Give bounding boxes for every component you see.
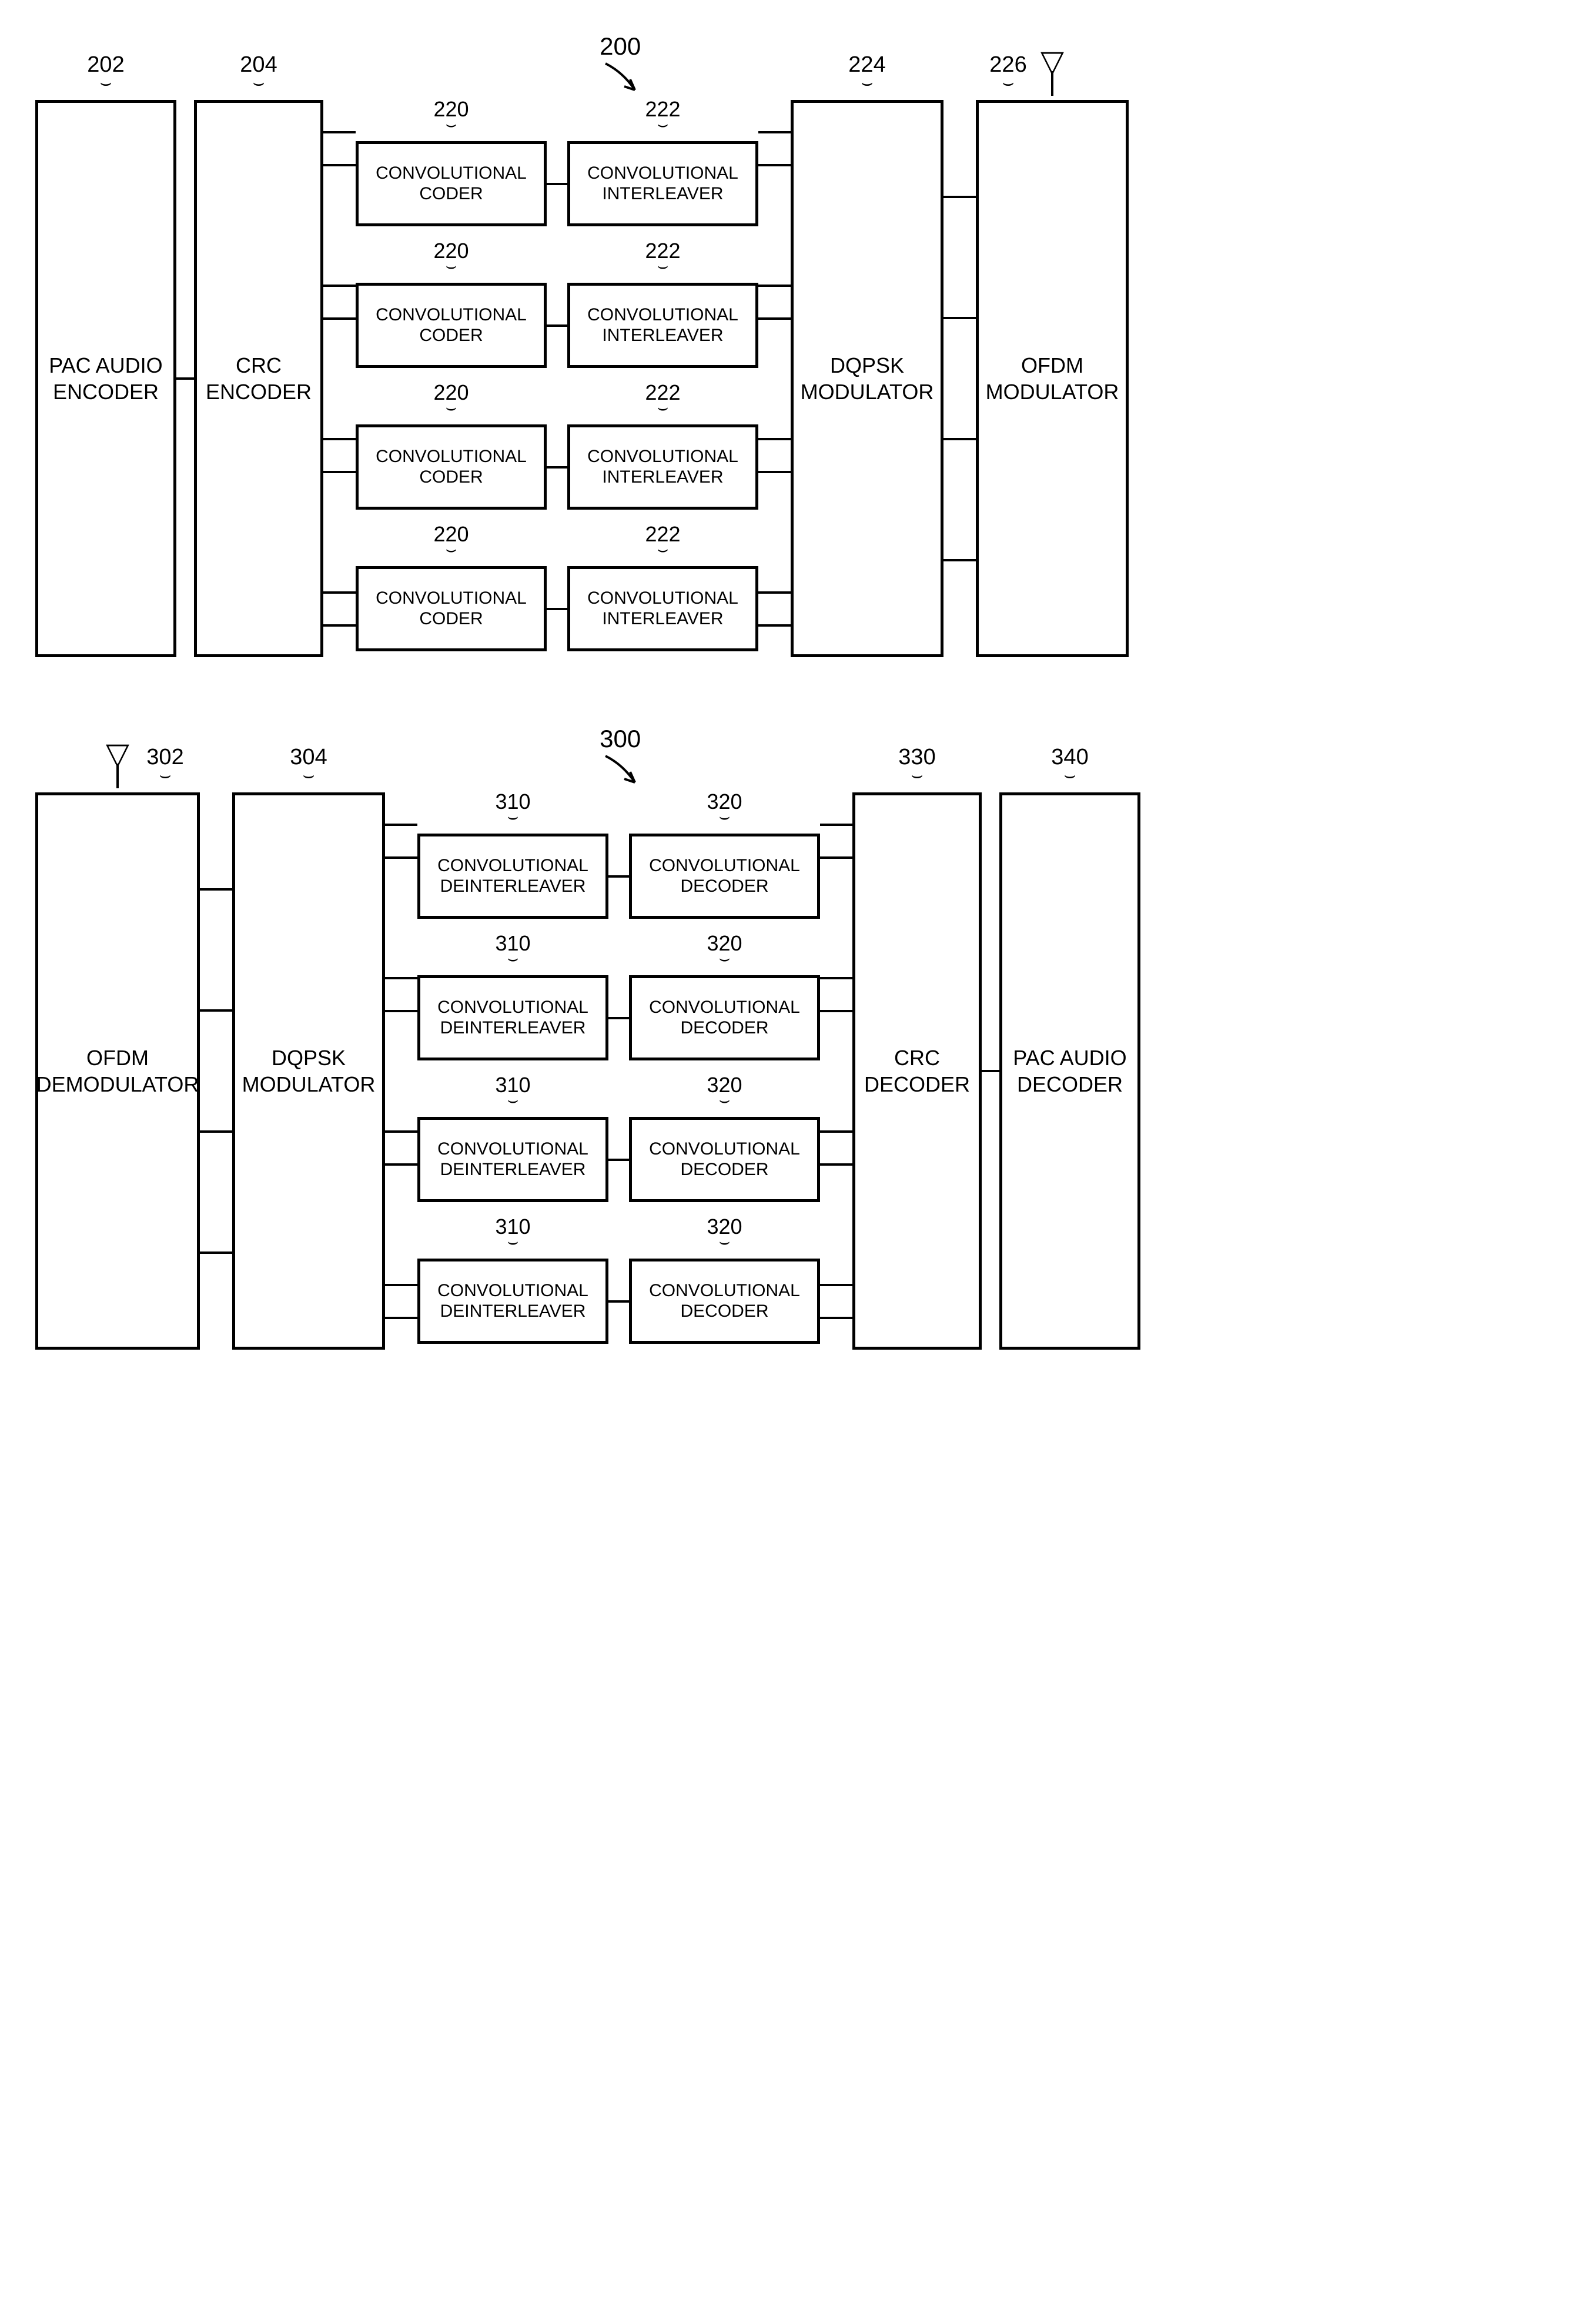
rx-figure: 300 ▽ 302⌣ OFDM DEMODULATOR 304⌣ DQ [35,728,1561,1350]
ref-label: 202⌣ [38,51,173,88]
ref-label: 340⌣ [1002,744,1137,781]
conv-decoder: 320⌣ CONVOLUTIONAL DECODER [629,1117,820,1202]
antenna-icon: ▽ [1040,50,1064,96]
conv-coder: 220⌣ CONVOLUTIONAL CODER [356,141,547,226]
conv-coder: 220⌣ CONVOLUTIONAL CODER [356,424,547,510]
conv-interleaver: 222⌣ CONVOLUTIONAL INTERLEAVER [567,566,758,651]
ref-label: 304⌣ [235,744,382,781]
fanout-left [323,100,356,657]
crc-decoder: 330⌣ CRC DECODER [852,792,982,1350]
pac-encoder: 202⌣ PAC AUDIO ENCODER [35,100,176,657]
conv-decoder: 320⌣ CONVOLUTIONAL DECODER [629,975,820,1060]
dqpsk-modulator: 224⌣ DQPSK MODULATOR [791,100,943,657]
ref-label: 204⌣ [197,51,320,88]
box-label: DQPSK MODULATOR [242,1045,376,1097]
ofdm-demodulator: ▽ 302⌣ OFDM DEMODULATOR [35,792,200,1350]
table-row: 310⌣ CONVOLUTIONAL DEINTERLEAVER 320⌣ CO… [417,1259,820,1344]
figure-number: 300 [600,725,641,752]
box-label: CRC DECODER [864,1045,970,1097]
conv-decoder: 320⌣ CONVOLUTIONAL DECODER [629,834,820,919]
dqpsk-demodulator: 304⌣ DQPSK MODULATOR [232,792,385,1350]
ref-label: 226⌣ [989,51,1026,88]
ref-label: 330⌣ [855,744,979,781]
table-row: 220⌣ CONVOLUTIONAL CODER 222⌣ CONVOLUTIO… [356,141,758,226]
conv-deinterleaver: 310⌣ CONVOLUTIONAL DEINTERLEAVER [417,834,608,919]
box-label: OFDM DEMODULATOR [36,1045,199,1097]
connector [176,377,194,380]
box-label: CRC ENCODER [206,352,312,405]
conv-interleaver: 222⌣ CONVOLUTIONAL INTERLEAVER [567,424,758,510]
rx-diagram: ▽ 302⌣ OFDM DEMODULATOR 304⌣ DQPSK MODUL… [35,728,1561,1350]
box-label: PAC AUDIO ENCODER [49,352,162,405]
four-conn [200,792,232,1350]
four-conn [943,100,976,657]
fanin-right [758,100,791,657]
table-row: 310⌣ CONVOLUTIONAL DEINTERLEAVER 320⌣ CO… [417,975,820,1060]
box-label: OFDM MODULATOR [986,352,1119,405]
tx-parallel: 220⌣ CONVOLUTIONAL CODER 222⌣ CONVOLUTIO… [356,100,758,657]
fanin-right [820,792,852,1350]
box-label: PAC AUDIO DECODER [1013,1045,1126,1097]
conv-interleaver: 222⌣ CONVOLUTIONAL INTERLEAVER [567,283,758,368]
conv-decoder: 320⌣ CONVOLUTIONAL DECODER [629,1259,820,1344]
ref-label: 302⌣ [146,744,183,781]
fanout-left [385,792,417,1350]
crc-encoder: 204⌣ CRC ENCODER [194,100,323,657]
conv-deinterleaver: 310⌣ CONVOLUTIONAL DEINTERLEAVER [417,975,608,1060]
conv-coder: 220⌣ CONVOLUTIONAL CODER [356,566,547,651]
connector [982,1070,999,1072]
conv-interleaver: 222⌣ CONVOLUTIONAL INTERLEAVER [567,141,758,226]
ref-label: 224⌣ [794,51,941,88]
conv-deinterleaver: 310⌣ CONVOLUTIONAL DEINTERLEAVER [417,1117,608,1202]
box-label: DQPSK MODULATOR [801,352,934,405]
table-row: 310⌣ CONVOLUTIONAL DEINTERLEAVER 320⌣ CO… [417,1117,820,1202]
conv-deinterleaver: 310⌣ CONVOLUTIONAL DEINTERLEAVER [417,1259,608,1344]
table-row: 220⌣ CONVOLUTIONAL CODER 222⌣ CONVOLUTIO… [356,566,758,651]
tx-diagram: 202⌣ PAC AUDIO ENCODER 204⌣ CRC ENCODER … [35,35,1561,657]
figure-number: 200 [600,32,641,60]
ofdm-modulator: ▽ 226⌣ OFDM MODULATOR [976,100,1129,657]
table-row: 310⌣ CONVOLUTIONAL DEINTERLEAVER 320⌣ CO… [417,834,820,919]
tx-figure: 200 202⌣ PAC AUDIO ENCODER 204⌣ CRC ENCO… [35,35,1561,657]
rx-parallel: 310⌣ CONVOLUTIONAL DEINTERLEAVER 320⌣ CO… [417,792,820,1350]
conv-coder: 220⌣ CONVOLUTIONAL CODER [356,283,547,368]
table-row: 220⌣ CONVOLUTIONAL CODER 222⌣ CONVOLUTIO… [356,283,758,368]
pac-decoder: 340⌣ PAC AUDIO DECODER [999,792,1140,1350]
figure-label: 200 [600,32,653,93]
table-row: 220⌣ CONVOLUTIONAL CODER 222⌣ CONVOLUTIO… [356,424,758,510]
figure-label: 300 [600,725,653,785]
antenna-icon: ▽ [106,742,129,788]
